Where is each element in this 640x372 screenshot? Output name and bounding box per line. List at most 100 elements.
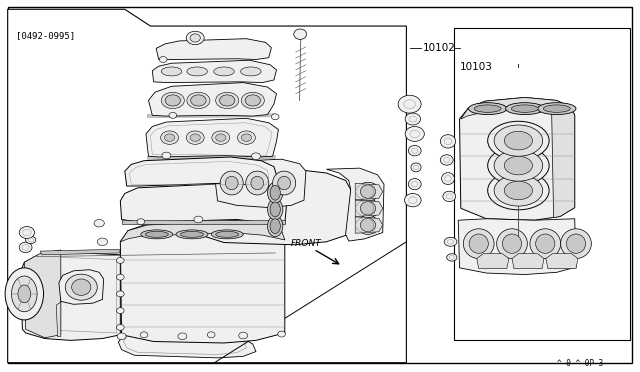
Ellipse shape <box>216 92 239 109</box>
Ellipse shape <box>180 231 204 237</box>
Ellipse shape <box>268 182 283 203</box>
Ellipse shape <box>360 218 376 232</box>
Ellipse shape <box>220 95 235 106</box>
Polygon shape <box>460 97 575 220</box>
Ellipse shape <box>360 202 376 215</box>
Ellipse shape <box>140 332 148 338</box>
Ellipse shape <box>94 219 104 227</box>
Ellipse shape <box>511 105 538 112</box>
Ellipse shape <box>214 67 234 76</box>
Ellipse shape <box>444 237 457 246</box>
Ellipse shape <box>72 279 91 295</box>
Ellipse shape <box>530 229 561 259</box>
Ellipse shape <box>543 105 570 112</box>
Ellipse shape <box>246 171 269 195</box>
Ellipse shape <box>116 308 124 314</box>
Ellipse shape <box>561 229 591 259</box>
Ellipse shape <box>178 333 187 340</box>
Ellipse shape <box>268 216 283 237</box>
Ellipse shape <box>398 95 421 113</box>
Polygon shape <box>355 183 383 200</box>
Polygon shape <box>40 249 120 255</box>
Ellipse shape <box>504 131 532 150</box>
Text: ^ 0 ^ 0P-3: ^ 0 ^ 0P-3 <box>557 359 603 368</box>
Polygon shape <box>458 219 576 275</box>
Ellipse shape <box>116 257 124 263</box>
Ellipse shape <box>271 114 279 120</box>
Polygon shape <box>214 159 306 208</box>
Polygon shape <box>552 107 575 218</box>
Ellipse shape <box>145 231 168 237</box>
Ellipse shape <box>270 219 280 234</box>
Polygon shape <box>147 114 275 118</box>
Polygon shape <box>355 217 383 233</box>
Ellipse shape <box>116 274 124 280</box>
Ellipse shape <box>191 95 206 106</box>
Ellipse shape <box>187 67 207 76</box>
Polygon shape <box>147 155 275 159</box>
Polygon shape <box>156 39 271 60</box>
Ellipse shape <box>440 155 453 165</box>
Polygon shape <box>56 302 61 337</box>
Ellipse shape <box>159 57 167 62</box>
Ellipse shape <box>97 238 108 246</box>
Ellipse shape <box>360 185 376 198</box>
Ellipse shape <box>356 216 380 234</box>
Ellipse shape <box>216 134 226 141</box>
Ellipse shape <box>356 182 380 201</box>
Ellipse shape <box>237 131 255 144</box>
Ellipse shape <box>252 153 260 160</box>
Ellipse shape <box>241 67 261 76</box>
Ellipse shape <box>405 113 420 125</box>
Text: FRONT: FRONT <box>291 239 322 248</box>
Ellipse shape <box>116 291 124 297</box>
Ellipse shape <box>12 276 37 312</box>
Polygon shape <box>148 83 276 116</box>
Polygon shape <box>477 254 509 269</box>
Ellipse shape <box>440 135 456 148</box>
Polygon shape <box>20 252 120 340</box>
Polygon shape <box>512 254 544 269</box>
Ellipse shape <box>137 219 145 225</box>
Polygon shape <box>355 200 383 217</box>
Ellipse shape <box>536 234 555 253</box>
Ellipse shape <box>488 146 549 185</box>
Polygon shape <box>120 220 285 242</box>
Ellipse shape <box>161 92 184 109</box>
Polygon shape <box>195 169 351 245</box>
Polygon shape <box>118 333 256 358</box>
Ellipse shape <box>504 156 532 175</box>
Ellipse shape <box>504 181 532 200</box>
Polygon shape <box>152 60 276 83</box>
Ellipse shape <box>278 176 291 190</box>
Ellipse shape <box>161 131 179 144</box>
Ellipse shape <box>19 227 35 238</box>
Ellipse shape <box>494 150 543 181</box>
Ellipse shape <box>268 199 283 220</box>
Ellipse shape <box>494 175 543 206</box>
Polygon shape <box>125 157 276 186</box>
Ellipse shape <box>404 193 421 207</box>
Ellipse shape <box>270 185 280 200</box>
Polygon shape <box>24 250 61 338</box>
Ellipse shape <box>65 274 97 300</box>
Ellipse shape <box>251 176 264 190</box>
Polygon shape <box>326 168 384 241</box>
Ellipse shape <box>18 285 31 303</box>
Ellipse shape <box>442 173 454 185</box>
Polygon shape <box>59 270 104 304</box>
Ellipse shape <box>26 236 36 244</box>
Ellipse shape <box>488 171 549 210</box>
Ellipse shape <box>164 134 175 141</box>
Ellipse shape <box>169 112 177 118</box>
Polygon shape <box>122 220 285 224</box>
Ellipse shape <box>162 152 171 159</box>
Ellipse shape <box>408 179 421 190</box>
Ellipse shape <box>443 191 456 202</box>
Ellipse shape <box>141 230 173 239</box>
Ellipse shape <box>117 333 126 340</box>
Ellipse shape <box>502 234 522 253</box>
Polygon shape <box>546 254 578 269</box>
Ellipse shape <box>469 234 488 253</box>
Ellipse shape <box>187 92 210 109</box>
